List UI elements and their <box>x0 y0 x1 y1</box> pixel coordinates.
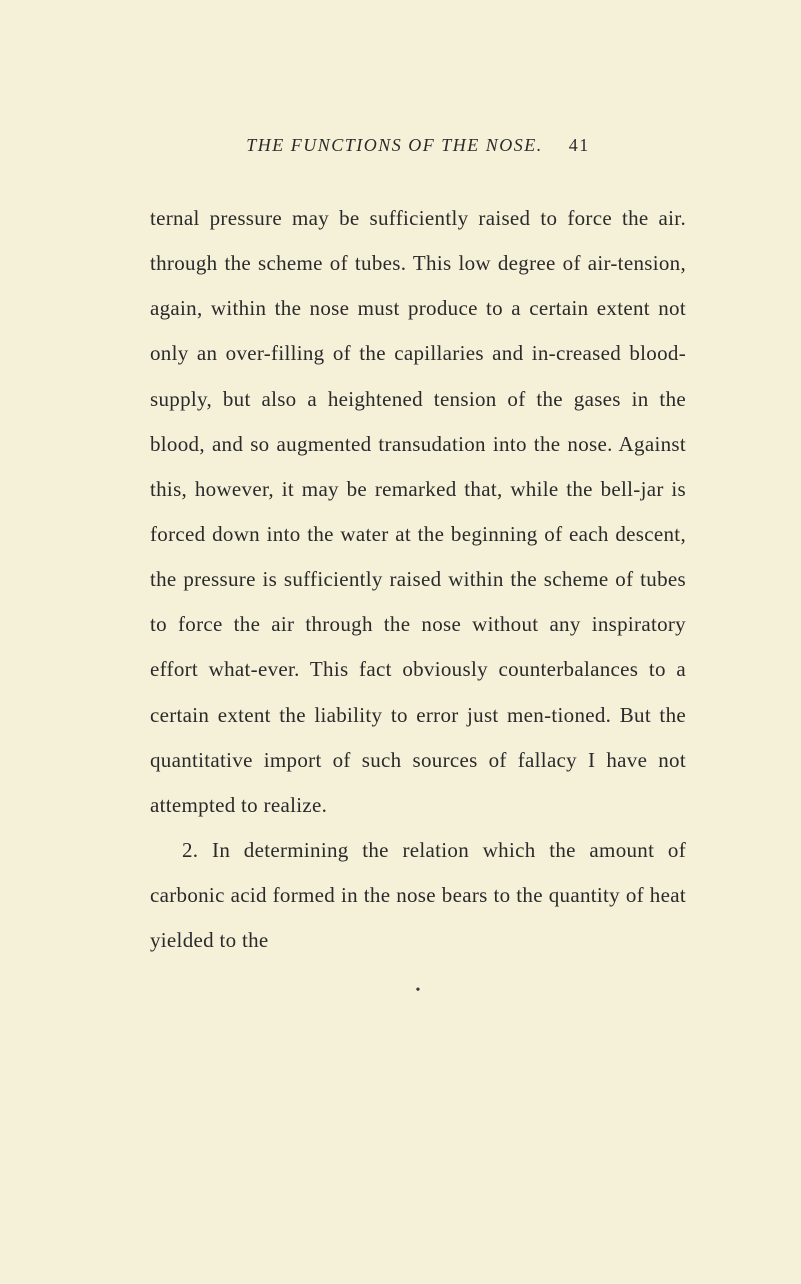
header-title: THE FUNCTIONS OF THE NOSE. <box>246 135 543 155</box>
page-content: THE FUNCTIONS OF THE NOSE. 41 ternal pre… <box>0 0 801 1079</box>
body-text: ternal pressure may be sufficiently rais… <box>150 196 686 963</box>
paragraph-2: 2. In determining the relation which the… <box>150 828 686 963</box>
page-header: THE FUNCTIONS OF THE NOSE. 41 <box>150 135 686 156</box>
paragraph-1: ternal pressure may be sufficiently rais… <box>150 196 686 828</box>
page-number: 41 <box>569 135 590 155</box>
page-marker: • <box>150 983 686 999</box>
